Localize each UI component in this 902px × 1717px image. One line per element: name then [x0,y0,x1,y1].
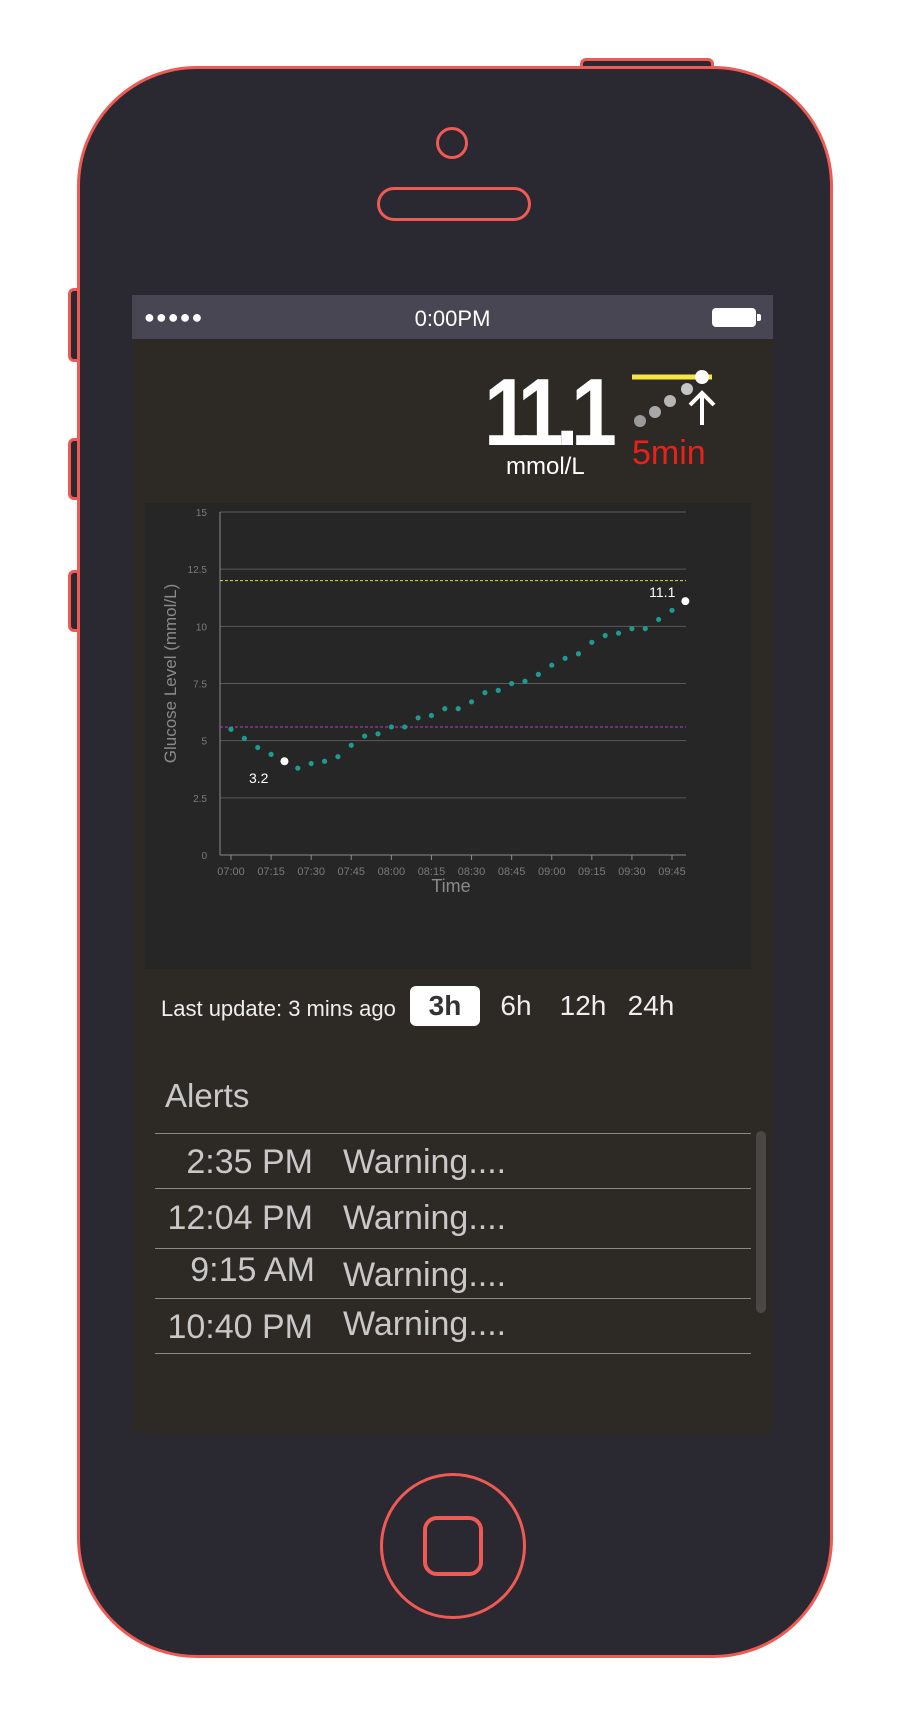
app-screen: ●●●●● 0:00PM 11.1 mmol/L 5min 0 2.5 5 7.5 10… [132,295,773,1433]
x-tick-label: 07:30 [297,866,325,878]
range-3h-button[interactable]: 3h [410,986,480,1026]
data-point [295,765,301,771]
status-time: 0:00PM [414,306,491,331]
earpiece-speaker [377,187,531,221]
data-point [335,754,341,760]
range-12h-button[interactable]: 12h [559,990,607,1021]
highlight-point [280,757,289,766]
data-point [362,733,368,739]
data-point [402,724,408,730]
x-tick-label: 09:45 [658,866,686,878]
range-24h-button[interactable]: 24h [627,990,675,1021]
signal-strength-icon: ●●●●● [144,307,204,327]
data-point [669,607,675,613]
data-point [455,706,461,712]
data-point [428,712,435,719]
current-reading: 11.1 mmol/L 5min [482,359,752,480]
alerts-scrollbar[interactable] [756,1131,766,1313]
y-tick-label: 12.5 [188,565,208,576]
data-point [522,678,528,684]
alert-row[interactable]: 12:04 PM Warning.... [155,1188,751,1249]
x-tick-label: 07:45 [338,866,366,878]
data-point [482,690,488,696]
x-tick-label: 09:00 [538,866,566,878]
data-point [442,706,448,712]
data-point [535,671,541,677]
data-point [268,751,274,757]
range-6h-button[interactable]: 6h [500,990,532,1021]
last-update-text: Last update: 3 mins ago [161,996,396,1021]
y-tick-label: 5 [201,737,207,748]
alert-message: Warning.... [343,1199,507,1237]
data-point [562,655,568,661]
x-tick-label: 08:30 [458,866,486,878]
trend-rising-arrow-icon [632,370,716,427]
battery-icon [712,308,761,327]
data-point [468,699,475,705]
data-point [629,626,635,632]
alert-row[interactable]: 9:15 AM Warning.... [155,1248,751,1299]
data-point [602,632,608,639]
data-point [642,626,648,632]
front-camera [436,127,468,159]
alert-message: Warning.... [343,1143,507,1181]
glucose-chart: 0 2.5 5 7.5 10 12.5 15 07:00 07:15 07:30 07:45 08:0… [145,503,751,969]
data-point [495,687,501,693]
range-selector: Last update: 3 mins ago 3h 6h 12h 24h [132,980,773,1040]
alert-row[interactable]: 2:35 PM Warning.... [155,1133,751,1190]
alert-message: Warning.... [343,1256,507,1294]
home-button-icon[interactable] [423,1516,483,1576]
x-tick-label: 09:15 [578,866,606,878]
y-axis-label: Glucose Level (mmol/L) [161,584,180,764]
data-point [388,724,394,730]
data-point [348,742,354,748]
alert-time: 10:40 PM [167,1308,313,1346]
update-interval: 5min [632,434,706,472]
x-tick-label: 07:15 [257,866,285,878]
x-tick-label: 07:00 [217,866,245,878]
y-tick-label: 0 [201,851,207,862]
point-label: 11.1 [649,584,675,600]
glucose-chart-svg: 0 2.5 5 7.5 10 12.5 15 07:00 07:15 07:30 07:45 08:0… [161,508,690,896]
status-bar: ●●●●● 0:00PM [132,295,773,339]
alerts-divider [155,1353,751,1354]
alert-time: 12:04 PM [167,1199,313,1237]
data-point [656,616,662,623]
x-axis-label: Time [431,876,470,896]
data-point [549,662,555,668]
data-point [615,630,622,636]
alert-message: Warning.... [343,1305,507,1343]
data-point [255,744,261,751]
y-tick-label: 15 [196,508,208,519]
x-tick-label: 08:45 [498,866,526,878]
glucose-unit: mmol/L [506,453,585,480]
highlight-point [681,597,690,606]
x-tick-label: 09:30 [618,866,646,878]
data-point [375,731,381,737]
alert-time: 9:15 AM [190,1251,315,1289]
alert-time: 2:35 PM [186,1143,313,1181]
glucose-value: 11.1 [484,359,617,466]
data-point [509,680,515,687]
data-point [308,760,314,767]
data-point [228,726,234,732]
home-button[interactable] [380,1473,526,1619]
y-tick-label: 10 [196,622,208,633]
y-tick-label: 2.5 [193,794,207,805]
data-point [321,758,328,764]
y-tick-label: 7.5 [193,680,207,691]
alert-row[interactable]: 10:40 PM Warning.... [155,1298,751,1354]
point-label: 3.2 [249,770,269,786]
x-tick-label: 08:15 [418,866,446,878]
data-point [575,651,582,657]
x-tick-label: 08:00 [378,866,406,878]
alerts-title: Alerts [165,1077,250,1114]
data-point [241,735,247,741]
data-point [589,639,595,645]
data-point [415,715,421,721]
